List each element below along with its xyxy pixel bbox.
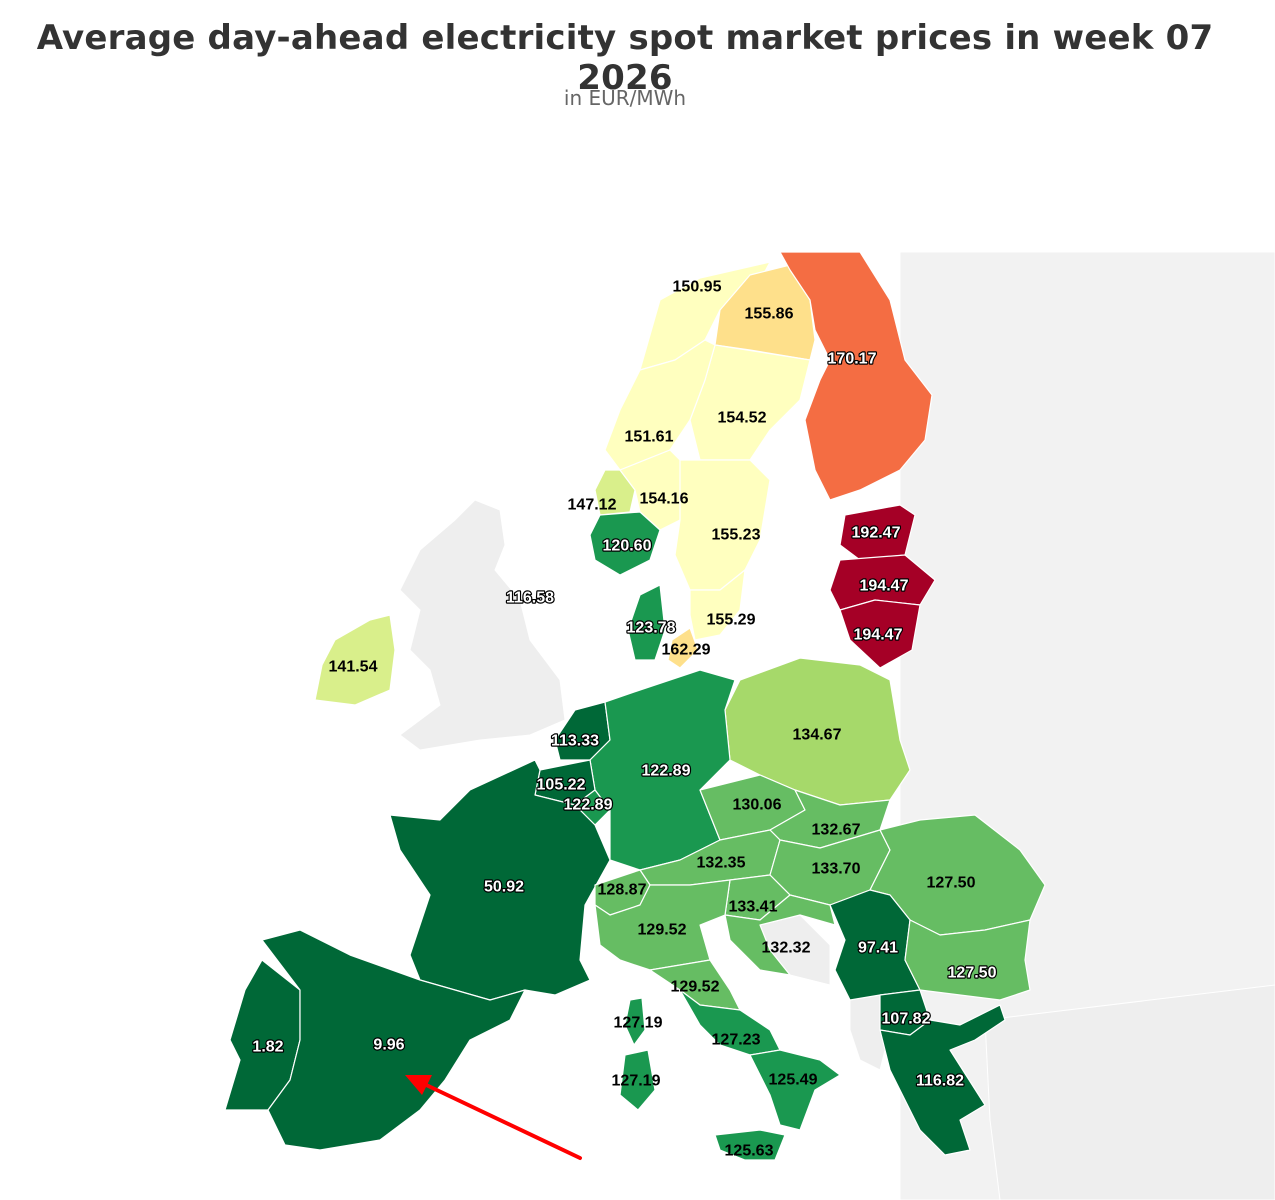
- price-label-no4: 150.95: [673, 279, 722, 296]
- price-label-no1: 154.16: [640, 491, 689, 508]
- price-label-be: 105.22: [537, 777, 586, 794]
- red-arrow-annotation: [405, 1075, 582, 1160]
- chart-title: Average day-ahead electricity spot marke…: [36, 18, 1214, 98]
- price-label-ro: 127.50: [927, 875, 976, 892]
- price-label-lt: 194.47: [854, 627, 903, 644]
- price-label-mk: 107.82: [882, 1011, 931, 1028]
- great-britain-shape: [399, 499, 566, 751]
- price-label-it-sic: 125.63: [725, 1143, 774, 1160]
- region-fr-corsica[interactable]: [624, 997, 646, 1046]
- price-label-hr: 132.32: [762, 940, 811, 957]
- price-label-no5: 147.12: [568, 497, 617, 514]
- region-it-sicily[interactable]: [714, 1129, 786, 1161]
- price-label-se1: 155.86: [745, 306, 794, 323]
- price-regions: [224, 251, 1046, 1161]
- price-label-it-cn: 129.52: [671, 979, 720, 996]
- price-label-fi: 170.17: [828, 351, 877, 368]
- price-label-hu: 133.70: [812, 861, 861, 878]
- price-label-ie: 141.54: [329, 659, 378, 676]
- region-se4[interactable]: [689, 569, 746, 641]
- region-se3[interactable]: [674, 459, 771, 591]
- region-bg[interactable]: [904, 919, 1031, 1001]
- region-ie[interactable]: [314, 614, 396, 706]
- price-label-gb: 116.58: [506, 590, 554, 607]
- region-it-s[interactable]: [749, 1049, 841, 1131]
- region-no1[interactable]: [619, 449, 691, 531]
- price-label-de: 122.89: [642, 763, 691, 780]
- price-label-it-sar: 127.19: [612, 1073, 661, 1090]
- price-label-it-cs: 127.23: [712, 1032, 761, 1049]
- price-label-sk: 132.67: [812, 822, 861, 839]
- price-label-rs: 97.41: [858, 940, 898, 957]
- price-label-no2: 120.60: [603, 538, 652, 555]
- price-label-dk1: 123.78: [627, 620, 676, 637]
- price-label-bg: 127.50: [948, 965, 997, 982]
- price-label-ee: 192.47: [852, 525, 901, 542]
- price-labels: 150.95 155.86 170.17 154.52 151.61 147.12 154.…: [251, 279, 998, 1160]
- turkey-shape: [984, 984, 1275, 1200]
- price-label-se4: 155.29: [707, 612, 756, 629]
- region-dk2[interactable]: [667, 627, 699, 669]
- price-label-dk2: 162.29: [662, 642, 711, 659]
- price-label-no3: 151.61: [625, 429, 674, 446]
- region-fi[interactable]: [779, 251, 933, 501]
- price-label-at: 132.35: [697, 855, 746, 872]
- price-label-pl: 134.67: [793, 727, 842, 744]
- chart-subtitle: in EUR/MWh: [563, 86, 687, 110]
- price-label-nl: 113.33: [551, 733, 599, 750]
- price-label-it-s: 125.49: [769, 1072, 818, 1089]
- price-label-fr-cor: 127.19: [614, 1015, 663, 1032]
- price-label-lu: 122.89: [564, 797, 613, 814]
- price-label-cz: 130.06: [733, 797, 782, 814]
- region-no3[interactable]: [604, 339, 716, 471]
- arrow-head-icon: [405, 1075, 432, 1095]
- price-label-fr: 50.92: [484, 879, 524, 896]
- price-label-it-n: 129.52: [638, 922, 687, 939]
- region-no2[interactable]: [589, 511, 661, 576]
- region-fr[interactable]: [389, 759, 611, 1001]
- price-label-se3: 155.23: [712, 527, 761, 544]
- region-es[interactable]: [261, 929, 526, 1151]
- region-it-sardinia[interactable]: [619, 1049, 656, 1111]
- region-hr[interactable]: [724, 894, 836, 976]
- price-label-se2: 154.52: [718, 410, 767, 427]
- price-label-lv: 194.47: [860, 578, 909, 595]
- price-label-si: 133.41: [729, 899, 778, 916]
- region-gr[interactable]: [879, 1004, 1006, 1156]
- region-dk1[interactable]: [627, 584, 666, 661]
- region-lt[interactable]: [839, 599, 921, 669]
- price-label-pt: 1.82: [252, 1039, 283, 1056]
- price-label-es: 9.96: [373, 1037, 404, 1054]
- arrow-line: [420, 1081, 582, 1160]
- price-label-gr: 116.82: [916, 1073, 964, 1090]
- price-label-ch: 128.87: [598, 882, 647, 899]
